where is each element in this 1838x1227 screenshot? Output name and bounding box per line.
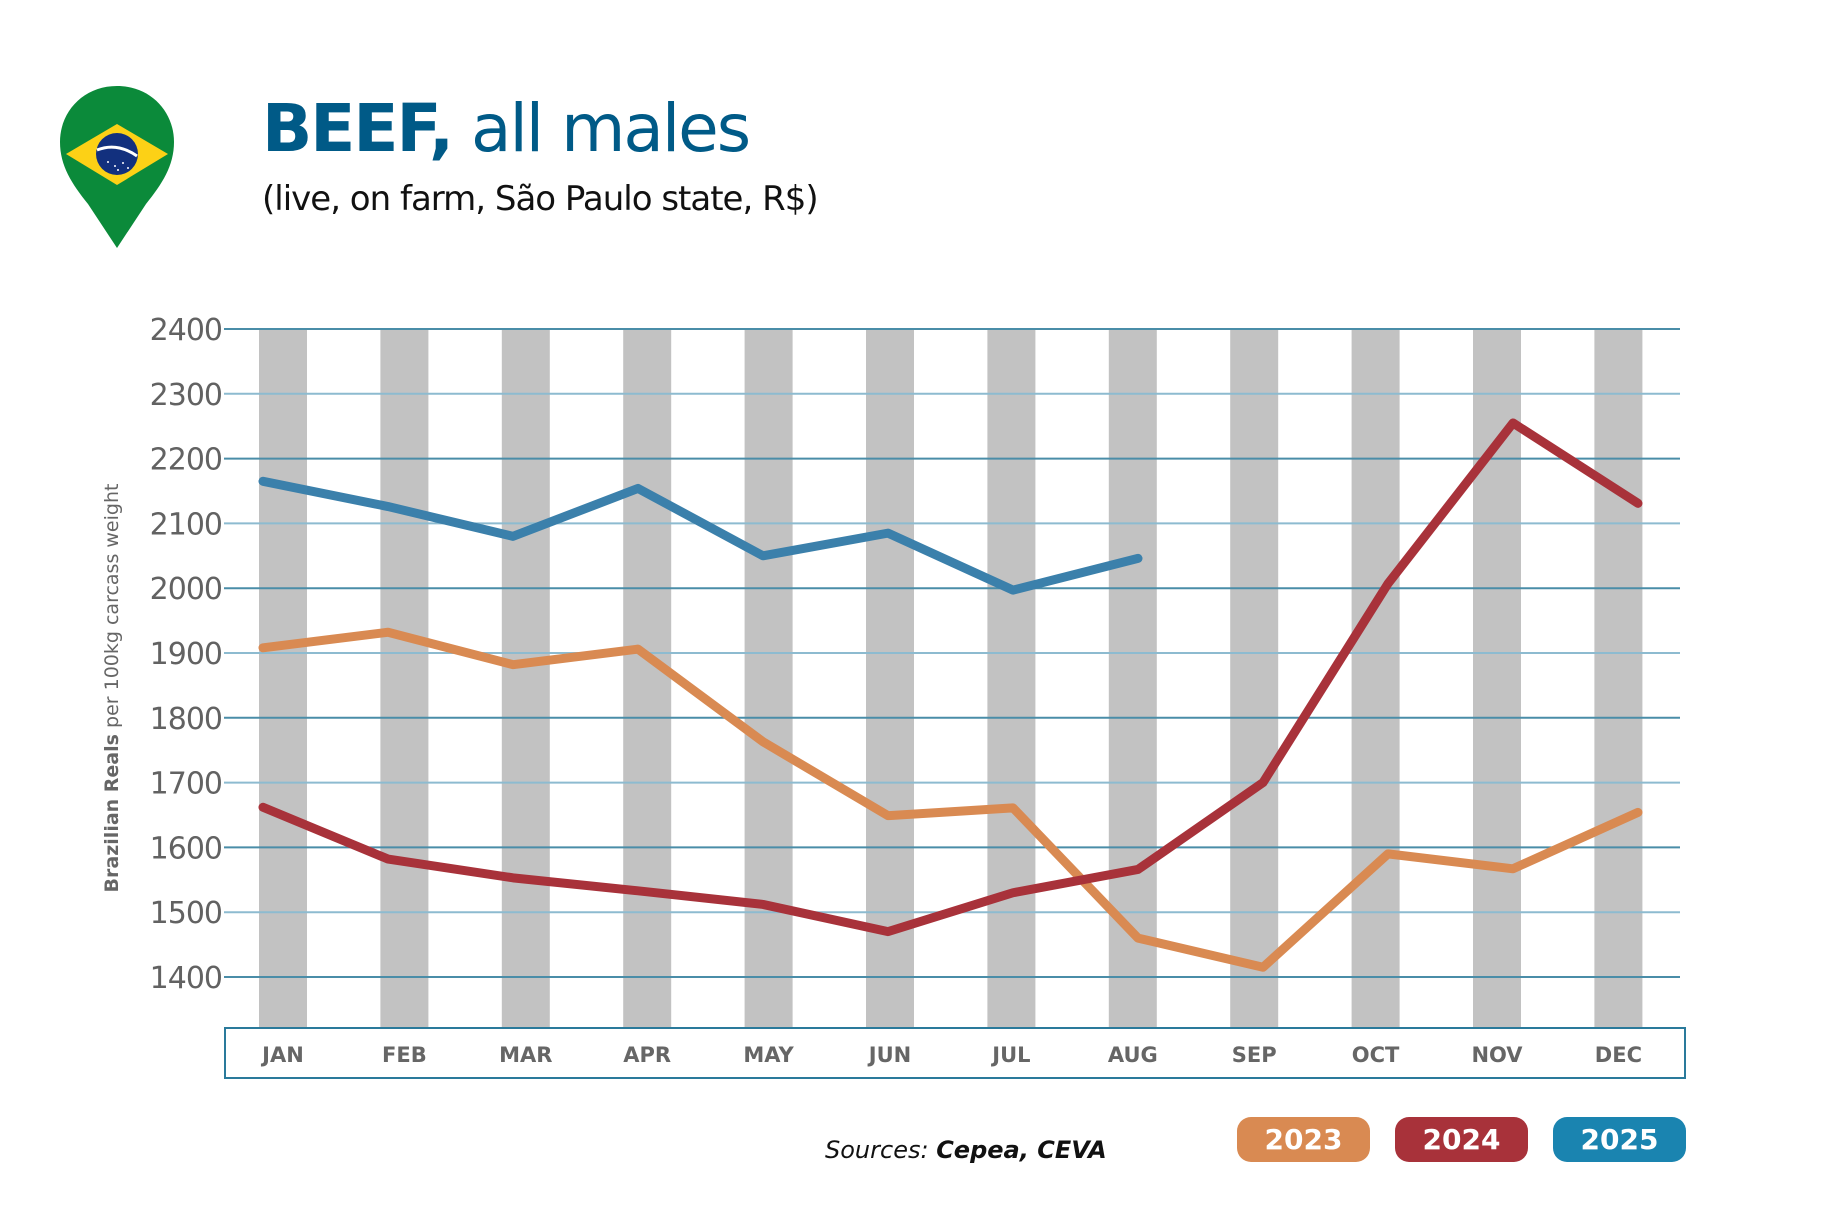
y-axis-label: Brazilian Reals per 100kg carcass weight: [101, 484, 123, 893]
legend-label: 2023: [1264, 1123, 1343, 1156]
sources-value: Cepea, CEVA: [936, 1136, 1107, 1164]
chart-title: BEEF, all males: [262, 96, 751, 162]
sources-label: Sources:: [825, 1136, 937, 1164]
x-tick-label: JUN: [867, 1043, 911, 1067]
y-tick-label: 1900: [150, 637, 222, 672]
x-tick-label: APR: [623, 1043, 671, 1067]
month-band-jul: [987, 329, 1036, 1028]
x-tick-labels: JAN FEB MAR APR MAY JUN JUL AUG SEP OCT NOV DEC: [260, 1043, 1642, 1067]
month-band-aug: [1108, 329, 1157, 1028]
y-axis-label-strong: Brazilian Reals: [101, 734, 123, 892]
y-tick-label: 2000: [150, 572, 222, 607]
brazil-flag-pin-icon: [60, 86, 174, 248]
y-tick-label: 2200: [150, 443, 222, 478]
y-tick-label: 1400: [150, 961, 222, 996]
month-band-jan: [259, 329, 307, 1028]
y-tick-label: 1600: [150, 831, 222, 866]
month-band-may: [744, 329, 793, 1028]
chart-title-rest: all males: [452, 90, 751, 167]
month-bands: [259, 329, 1643, 1028]
x-tick-label: SEP: [1232, 1043, 1277, 1067]
y-tick-label: 2100: [150, 507, 222, 542]
series-lines: [258, 418, 1643, 972]
x-tick-label: MAR: [499, 1043, 552, 1067]
x-tick-label: AUG: [1108, 1043, 1158, 1067]
y-tick-label: 1500: [150, 896, 222, 931]
month-band-mar: [501, 329, 550, 1028]
month-band-sep: [1230, 329, 1279, 1028]
x-tick-label: NOV: [1471, 1043, 1523, 1067]
month-band-oct: [1351, 329, 1400, 1028]
legend-badge-2025: 2025: [1553, 1117, 1686, 1162]
y-tick-label: 1700: [150, 767, 222, 802]
chart-subtitle: (live, on farm, São Paulo state, R$): [262, 179, 819, 219]
gridlines: [224, 328, 1680, 978]
legend-badge-2024: 2024: [1395, 1117, 1528, 1162]
chart-title-strong: BEEF,: [262, 90, 454, 167]
x-tick-label: DEC: [1595, 1043, 1642, 1067]
legend-badge-2023: 2023: [1237, 1117, 1370, 1162]
month-band-dec: [1594, 329, 1643, 1028]
legend-label: 2024: [1422, 1123, 1501, 1156]
month-band-nov: [1473, 329, 1521, 1028]
series-line-2025: [258, 476, 1143, 595]
y-tick-label: 1800: [150, 702, 222, 737]
y-tick-label: 2300: [150, 378, 222, 413]
x-tick-label: JUL: [990, 1043, 1030, 1067]
y-axis-label-rest: per 100kg carcass weight: [101, 484, 123, 734]
month-band-apr: [623, 329, 672, 1028]
series-line-2024: [258, 418, 1643, 937]
x-tick-label: JAN: [260, 1043, 304, 1067]
sources-note: Sources: Cepea, CEVA: [825, 1138, 1107, 1162]
y-tick-label: 2400: [150, 313, 222, 348]
x-axis-box: [224, 1027, 1686, 1079]
month-band-feb: [380, 329, 429, 1028]
series-line-2023: [258, 627, 1643, 972]
x-tick-label: OCT: [1352, 1043, 1400, 1067]
legend-label: 2025: [1580, 1123, 1659, 1156]
x-tick-label: FEB: [382, 1043, 427, 1067]
y-tick-labels: 1400 1500 1600 1700 1800 1900 2000 2100 2200 2300…: [150, 313, 223, 996]
x-tick-label: MAY: [743, 1043, 794, 1067]
